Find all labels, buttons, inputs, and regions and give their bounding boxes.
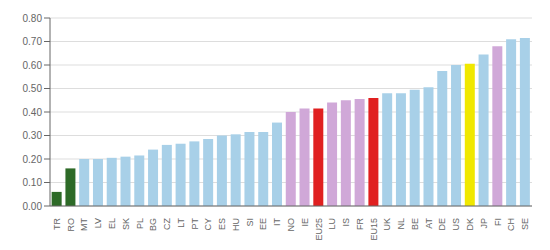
svg-text:PT: PT	[190, 218, 200, 230]
svg-text:UK: UK	[382, 218, 392, 231]
svg-text:LU: LU	[327, 218, 337, 230]
svg-text:EE: EE	[258, 218, 268, 230]
svg-text:BG: BG	[148, 218, 158, 231]
svg-text:SI: SI	[245, 218, 255, 227]
svg-text:0.00: 0.00	[23, 201, 43, 212]
svg-text:CY: CY	[203, 218, 213, 231]
svg-text:TR: TR	[52, 218, 62, 230]
svg-text:RO: RO	[66, 218, 76, 232]
svg-text:PL: PL	[135, 218, 145, 229]
svg-text:EU15: EU15	[369, 218, 379, 241]
svg-text:CZ: CZ	[162, 218, 172, 230]
svg-text:0.50: 0.50	[23, 83, 43, 94]
svg-text:MT: MT	[79, 218, 89, 231]
svg-text:ES: ES	[217, 218, 227, 230]
svg-text:FI: FI	[493, 218, 503, 226]
svg-text:IE: IE	[300, 218, 310, 227]
svg-text:DE: DE	[437, 218, 447, 231]
svg-text:LV: LV	[93, 218, 103, 228]
svg-text:CH: CH	[506, 218, 516, 231]
svg-text:NO: NO	[286, 218, 296, 232]
svg-text:LT: LT	[176, 218, 186, 228]
svg-text:0.40: 0.40	[23, 107, 43, 118]
svg-text:FR: FR	[355, 218, 365, 230]
svg-text:0.60: 0.60	[23, 60, 43, 71]
svg-text:SE: SE	[520, 218, 530, 230]
svg-text:BE: BE	[410, 218, 420, 230]
svg-text:AT: AT	[424, 218, 434, 229]
svg-text:IT: IT	[272, 217, 282, 226]
svg-text:IS: IS	[341, 218, 351, 227]
svg-text:0.30: 0.30	[23, 130, 43, 141]
svg-text:JP: JP	[479, 218, 489, 229]
svg-text:NL: NL	[396, 218, 406, 230]
svg-text:EU25: EU25	[314, 218, 324, 241]
svg-text:0.20: 0.20	[23, 154, 43, 165]
svg-text:0.10: 0.10	[23, 177, 43, 188]
svg-text:DK: DK	[465, 218, 475, 231]
svg-text:SK: SK	[121, 218, 131, 230]
svg-text:0.80: 0.80	[23, 13, 43, 24]
svg-text:0.70: 0.70	[23, 36, 43, 47]
svg-text:HU: HU	[231, 218, 241, 231]
svg-text:EL: EL	[107, 218, 117, 229]
svg-text:US: US	[451, 218, 461, 231]
